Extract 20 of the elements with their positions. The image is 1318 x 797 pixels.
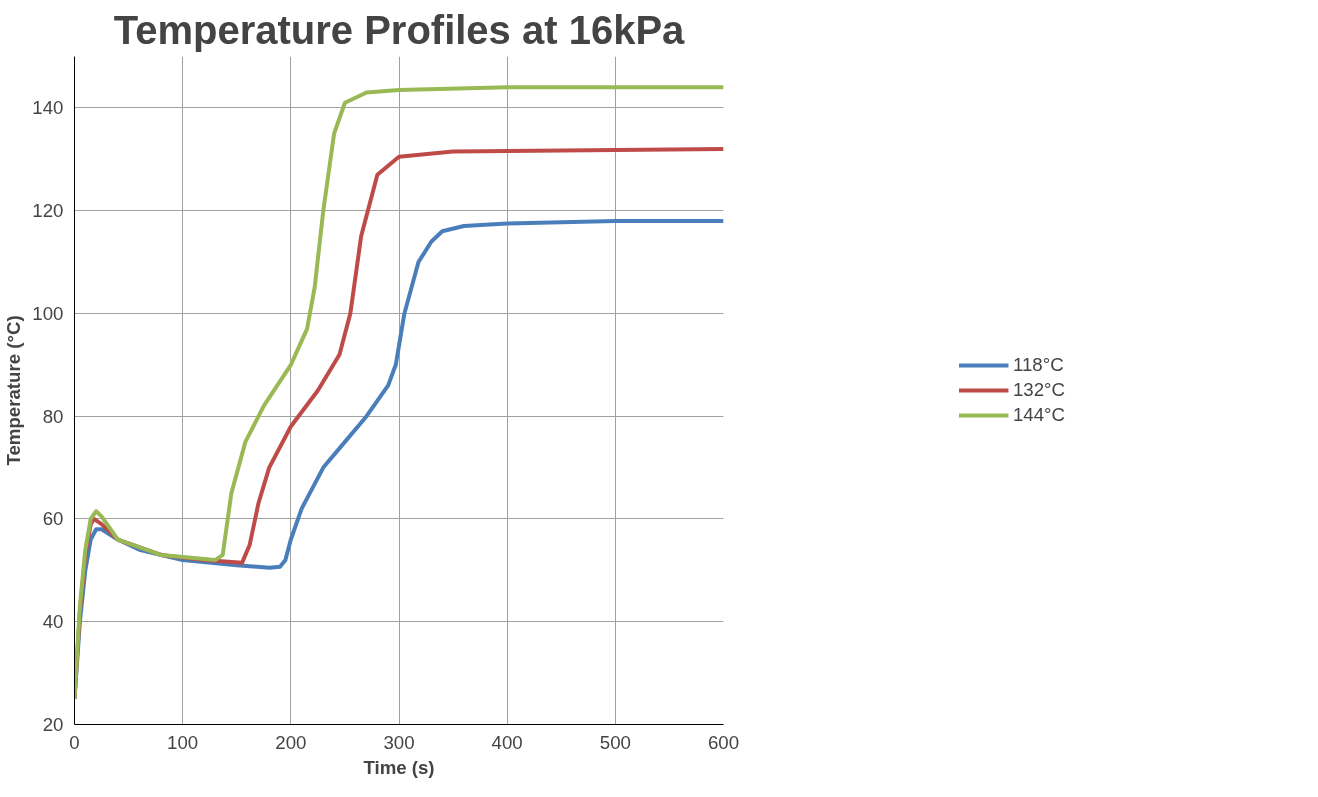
x-tick-label: 100 [167,731,199,753]
x-axis-title: Time (s) [363,756,435,778]
y-tick-label: 120 [32,200,64,222]
chart-title: Temperature Profiles at 16kPa [113,7,686,52]
x-tick-label: 500 [599,731,631,753]
y-tick-label: 60 [42,508,64,530]
legend-label: 132°C [1012,379,1066,401]
legend-label: 118°C [1012,354,1064,376]
y-tick-label: 80 [42,405,64,427]
y-tick-label: 140 [32,97,64,119]
y-tick-label: 20 [42,714,64,735]
x-tick-label: 200 [275,731,307,753]
y-tick-label: 100 [32,302,64,324]
legend-label: 144°C [1012,404,1066,426]
x-tick-label: 600 [707,731,740,753]
x-tick-label: 300 [383,731,415,753]
x-tick-label: 400 [491,731,523,753]
y-axis-title: Temperature (°C) [3,315,25,466]
x-tick-label: 0 [69,731,80,753]
y-tick-label: 40 [42,611,64,633]
